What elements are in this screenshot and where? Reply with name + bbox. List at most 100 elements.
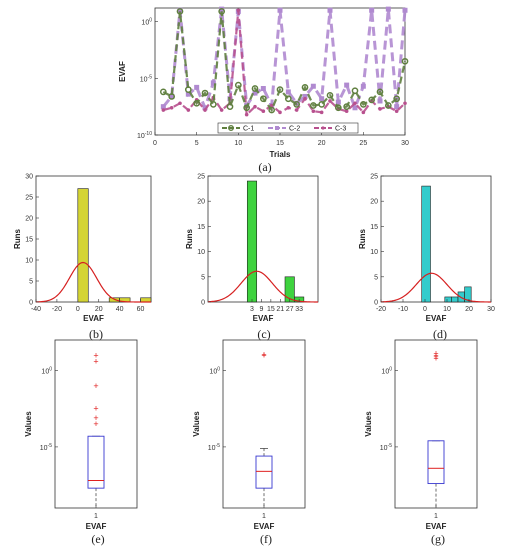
y-axis-label-b: Runs [13, 228, 22, 249]
point-C-1 [401, 57, 409, 65]
legend-marker-C-2 [275, 126, 279, 130]
outlier-marker-e: + [93, 419, 98, 429]
point-C-1 [309, 102, 317, 109]
histogram-bar-d [421, 185, 431, 303]
outlier-marker-g: + [433, 350, 438, 360]
plot-area-g [394, 339, 478, 509]
point-C-3 [244, 112, 249, 117]
x-axis-label-f: EVAF [254, 522, 275, 531]
y-tick-label-f: 100 [209, 367, 220, 376]
plot-area-b [35, 175, 152, 303]
point-C-2 [327, 7, 333, 13]
point-C-1 [284, 95, 292, 103]
point-C-1 [243, 104, 251, 112]
point-C-1 [184, 86, 192, 93]
x-tick-label-c: 21 [276, 306, 284, 313]
point-C-3 [394, 109, 399, 113]
y-tick-label-b: 25 [25, 195, 33, 202]
outlier-marker-g: + [433, 352, 438, 362]
series-line-C-2 [162, 8, 407, 113]
y-tick-label-g: 100 [381, 367, 392, 376]
point-C-2 [335, 99, 341, 105]
point-C-3 [219, 108, 224, 112]
point-C-1 [276, 86, 284, 93]
y-axis-label-g: Values [364, 411, 373, 437]
point-C-3 [344, 109, 349, 113]
point-C-2 [169, 93, 175, 99]
outlier-marker-f: + [261, 350, 266, 360]
point-C-3 [378, 107, 382, 111]
normal-fit-curve-c [207, 270, 319, 303]
point-C-1 [359, 101, 367, 108]
point-C-2 [394, 104, 400, 110]
point-C-3 [178, 101, 182, 106]
x-axis-label-e: EVAF [86, 522, 107, 531]
legend-label-C-1: C-1 [243, 126, 254, 133]
point-C-3 [361, 110, 366, 115]
point-C-1 [251, 85, 259, 92]
x-tick-label-d: 10 [443, 306, 451, 313]
point-C-3 [294, 108, 299, 112]
point-C-3 [328, 99, 332, 103]
point-C-2 [352, 105, 358, 111]
y-tick-label-d: 15 [370, 224, 378, 231]
y-tick-label-d: 20 [370, 199, 378, 206]
point-C-1 [301, 84, 309, 91]
point-C-3 [286, 105, 291, 110]
point-C-1 [176, 8, 184, 15]
x-tick-label-d: -20 [376, 306, 386, 313]
y-tick-label-b: 0 [29, 300, 33, 307]
y-tick-label-e: 100 [41, 367, 52, 376]
x-axis-label-a: Trials [270, 150, 291, 159]
plot-area-f [222, 339, 306, 509]
point-C-2 [160, 104, 166, 110]
x-tick-label-e: 1 [94, 513, 98, 520]
x-tick-label-d: 0 [423, 306, 427, 313]
point-C-2 [344, 82, 350, 88]
point-C-1 [168, 93, 176, 100]
x-tick-label-c: 33 [295, 306, 303, 313]
point-C-3 [261, 109, 266, 113]
x-tick-label-b: -20 [52, 306, 62, 313]
point-C-2 [402, 7, 408, 13]
point-C-2 [194, 84, 200, 90]
point-C-1 [226, 103, 234, 111]
y-tick-label-d: 25 [370, 174, 378, 181]
y-tick-label-e: 10-5 [40, 443, 52, 452]
point-C-1 [201, 89, 209, 97]
point-C-3 [303, 96, 307, 101]
outlier-marker-e: + [93, 413, 98, 423]
point-C-3 [203, 108, 207, 112]
y-tick-label-b: 15 [25, 237, 33, 244]
normal-fit-curve-d [380, 272, 492, 303]
caption-c: (c) [257, 327, 271, 341]
point-C-2 [202, 105, 208, 111]
legend-label-C-3: C-3 [335, 126, 346, 133]
point-C-2 [260, 86, 266, 92]
point-C-2 [377, 98, 383, 104]
y-tick-label-g: 10-5 [380, 443, 392, 452]
y-tick-label-d: 5 [374, 274, 378, 281]
point-C-1 [351, 87, 359, 95]
point-C-1 [368, 96, 376, 104]
point-C-1 [326, 91, 334, 99]
y-axis-label-e: Values [24, 411, 33, 437]
caption-d: (d) [433, 327, 447, 341]
y-tick-label-c: 0 [201, 300, 205, 307]
point-C-1 [159, 88, 167, 96]
x-tick-label-d: 30 [487, 306, 495, 313]
x-tick-label-a: 15 [276, 140, 284, 147]
point-C-2 [185, 91, 191, 97]
point-C-3 [353, 101, 357, 106]
y-tick-label-b: 5 [29, 279, 33, 286]
outlier-marker-f: + [261, 350, 266, 360]
point-C-3 [269, 103, 274, 108]
x-tick-label-a: 20 [318, 140, 326, 147]
plot-area-e [54, 339, 138, 509]
x-tick-label-c: 3 [250, 306, 254, 313]
x-tick-label-a: 30 [401, 140, 409, 147]
